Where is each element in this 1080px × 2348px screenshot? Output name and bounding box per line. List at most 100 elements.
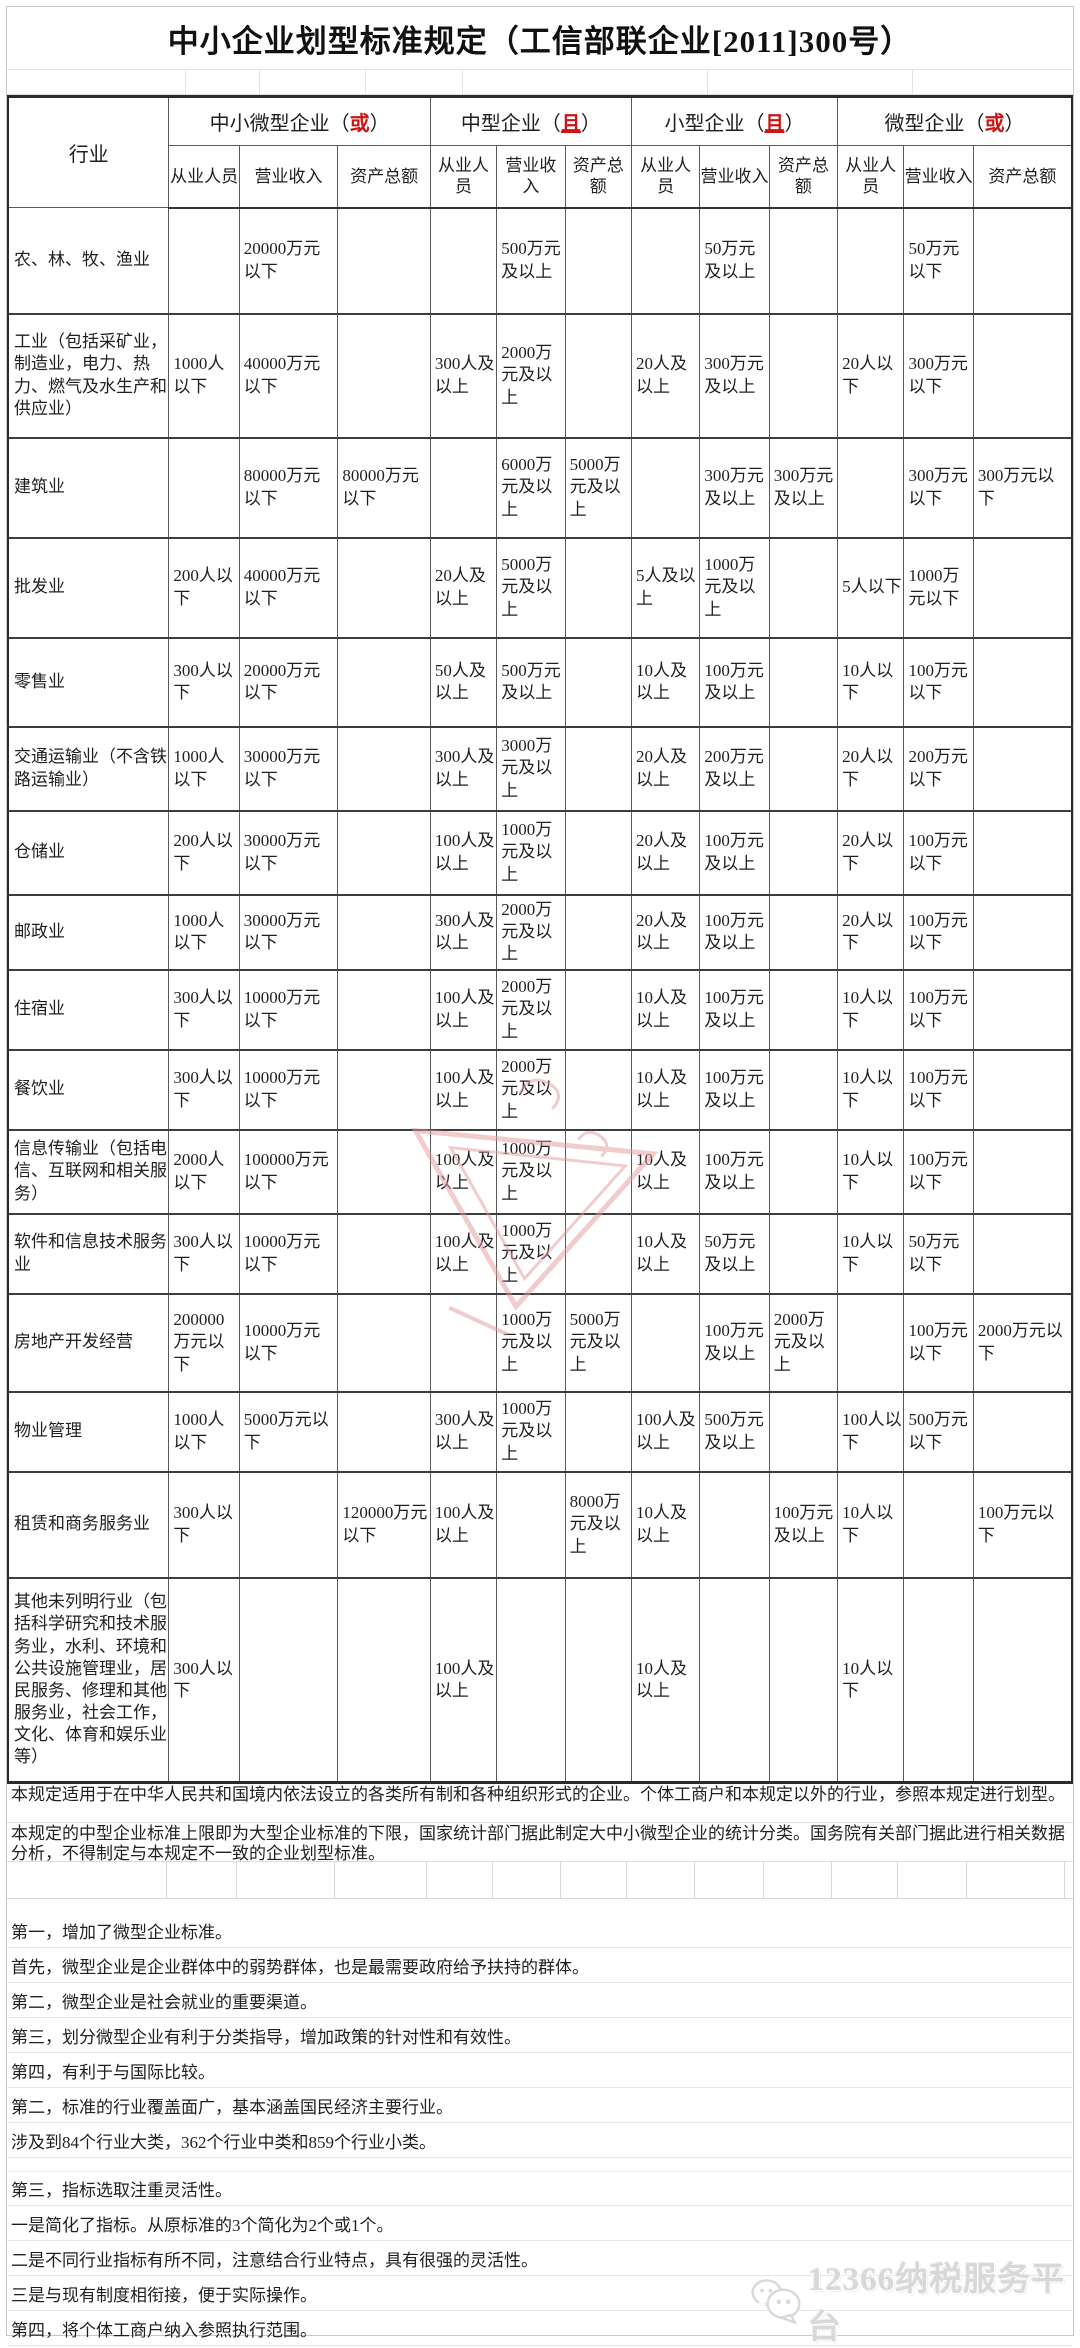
table-cell: 200000万元以下 [168, 1292, 240, 1392]
table-cell: 5人及以上 [630, 536, 700, 638]
sub-header: 从业人员 [168, 145, 240, 209]
table-cell [337, 1212, 431, 1294]
table-cell: 50万元以下 [903, 207, 974, 314]
table-cell: 500万元及以上 [496, 207, 566, 314]
table-cell: 5000万元及以上 [564, 436, 632, 538]
note-row: 涉及到84个行业大类，362个行业中类和859个行业小类。 [7, 2123, 1073, 2158]
table-cell: 100万元以下 [972, 1470, 1072, 1578]
table-cell: 80000万元以下 [337, 436, 431, 538]
table-cell [768, 725, 838, 811]
empty-grid-row [7, 1862, 1073, 1899]
industry-cell: 零售业 [7, 636, 169, 727]
table-cell: 2000万元及以上 [768, 1292, 838, 1392]
table-cell [564, 893, 632, 970]
group-header-row: 行业 中小微型企业（或） 中型企业（且） 小型企业（且） 微型企业（或） [7, 96, 1072, 208]
note-row: 第二，微型企业是社会就业的重要渠道。 [7, 1983, 1073, 2018]
table-cell: 300人以下 [168, 1048, 240, 1130]
table-cell: 10人以下 [837, 636, 904, 727]
table-cell [337, 1128, 431, 1214]
table-cell: 100万元及以上 [699, 893, 770, 970]
spacer-row [7, 69, 1073, 95]
sub-header: 营业收入 [238, 145, 338, 209]
notes-top-section: 本规定适用于在中华人民共和国境内依法设立的各类所有制和各种组织形式的企业。个体工… [7, 1784, 1073, 1862]
table-cell [630, 436, 700, 538]
table-cell [496, 1576, 566, 1783]
table-cell: 5人以下 [837, 536, 904, 638]
industry-cell: 批发业 [7, 536, 169, 638]
table-cell: 30000万元以下 [238, 725, 338, 811]
table-cell [768, 636, 838, 727]
table-cell [337, 1390, 431, 1472]
industry-cell: 住宿业 [7, 968, 169, 1050]
table-cell: 100万元及以上 [699, 1128, 770, 1214]
table-cell: 100人及以上 [429, 1212, 497, 1294]
table-cell: 300人以下 [168, 1470, 240, 1578]
table-row: 邮政业 1000人以下 30000万元以下 300人及以上 2000万元及以上 20人及以… [7, 893, 1072, 970]
sub-header: 资产总额 [564, 145, 632, 209]
note-row: 第四，将个体工商户纳入参照执行范围。 [7, 2311, 1073, 2346]
table-cell [903, 1576, 974, 1783]
table-cell [768, 536, 838, 638]
table-cell: 1000万元及以上 [496, 809, 566, 895]
table-cell: 50万元及以上 [699, 1212, 770, 1294]
table-cell [768, 1048, 838, 1130]
table-cell: 200万元以下 [903, 725, 974, 811]
group-header-micro: 微型企业（或） [837, 96, 1072, 146]
table-cell [972, 536, 1072, 638]
sub-header-row: 从业人员 营业收入 资产总额 从业人员 营业收入 资产总额 从业人员 营业收入 … [8, 145, 1072, 209]
table-cell: 20人及以上 [429, 536, 497, 638]
industry-cell: 房地产开发经营 [7, 1292, 169, 1392]
note-row: 首先，微型企业是企业群体中的弱势群体，也是最需要政府给予扶持的群体。 [7, 1948, 1073, 1983]
industry-cell: 邮政业 [7, 893, 169, 970]
table-cell [768, 1576, 838, 1783]
note-row: 第三，划分微型企业有利于分类指导，增加政策的针对性和有效性。 [7, 2018, 1073, 2053]
table-cell: 120000万元以下 [337, 1470, 431, 1578]
table-cell: 100人及以上 [429, 1470, 497, 1578]
table-row: 餐饮业 300人以下 10000万元以下 100人及以上 2000万元及以上 10人及以上… [7, 1048, 1072, 1130]
table-cell: 300万元及以上 [768, 436, 838, 538]
group-header-small: 小型企业（且） [630, 96, 838, 146]
table-cell [972, 1212, 1072, 1294]
table-cell [564, 312, 632, 438]
note-row: 一是简化了指标。从原标准的3个简化为2个或1个。 [7, 2206, 1073, 2241]
industry-cell: 软件和信息技术服务业 [7, 1212, 169, 1294]
note-row: 第四，有利于与国际比较。 [7, 2053, 1073, 2088]
table-cell [699, 1470, 770, 1578]
table-cell: 1000万元及以上 [496, 1212, 566, 1294]
table-cell: 500万元以下 [903, 1390, 974, 1472]
table-cell: 5000万元及以上 [564, 1292, 632, 1392]
table-cell [768, 312, 838, 438]
table-cell: 20人及以上 [630, 809, 700, 895]
table-row: 其他未列明行业（包括科学研究和技术服务业，水利、环境和公共设施管理业，居民服务、… [7, 1576, 1072, 1783]
table-cell [972, 1576, 1072, 1783]
table-cell: 200人以下 [168, 809, 240, 895]
table-cell [564, 536, 632, 638]
table-cell [564, 1576, 632, 1783]
table-cell: 100人及以上 [429, 1128, 497, 1214]
table-cell [337, 725, 431, 811]
table-cell: 1000万元及以上 [699, 536, 770, 638]
table-cell: 10人及以上 [630, 968, 700, 1050]
table-cell: 100万元及以上 [699, 636, 770, 727]
table-cell: 100人以下 [837, 1390, 904, 1472]
table-cell: 100万元及以上 [699, 968, 770, 1050]
table-cell: 10000万元以下 [238, 968, 338, 1050]
table-cell: 1000万元及以上 [496, 1128, 566, 1214]
table-cell [238, 1470, 338, 1578]
table-cell: 5000万元以下 [238, 1390, 338, 1472]
sub-header: 从业人员 [429, 145, 497, 209]
table-cell [337, 1292, 431, 1392]
sub-header: 营业收入 [699, 145, 770, 209]
table-cell: 300人及以上 [429, 312, 497, 438]
table-cell: 10人以下 [837, 1048, 904, 1130]
table-cell: 100万元以下 [903, 809, 974, 895]
table-cell: 30000万元以下 [238, 809, 338, 895]
table-cell: 500万元及以上 [699, 1390, 770, 1472]
table-cell: 20人以下 [837, 809, 904, 895]
table-cell [564, 1048, 632, 1130]
industry-cell: 工业（包括采矿业，制造业，电力、热力、燃气及水生产和供应业） [7, 312, 169, 438]
table-cell: 10人以下 [837, 1128, 904, 1214]
table-cell [337, 207, 431, 314]
note-row: 第二，标准的行业覆盖面广，基本涵盖国民经济主要行业。 [7, 2088, 1073, 2123]
note-row: 第三，指标选取注重灵活性。 [7, 2171, 1073, 2206]
